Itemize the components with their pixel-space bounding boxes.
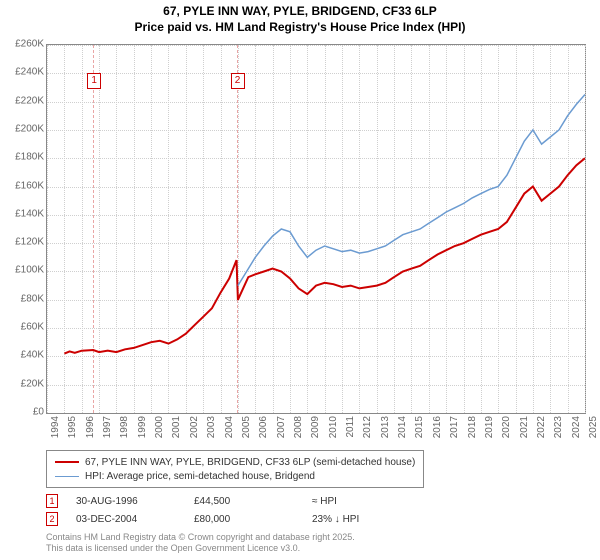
x-axis-tick-label: 2017 <box>449 416 460 438</box>
title-line1: 67, PYLE INN WAY, PYLE, BRIDGEND, CF33 6… <box>0 4 600 20</box>
x-axis-tick-label: 2006 <box>258 416 269 438</box>
chart-container: 67, PYLE INN WAY, PYLE, BRIDGEND, CF33 6… <box>0 0 600 560</box>
y-axis-tick-label: £0 <box>4 407 44 418</box>
x-axis-tick-label: 1997 <box>102 416 113 438</box>
x-axis-tick-label: 2004 <box>224 416 235 438</box>
x-axis-tick-label: 2010 <box>328 416 339 438</box>
marker-icon: 2 <box>46 512 58 526</box>
title-line2: Price paid vs. HM Land Registry's House … <box>0 20 600 36</box>
x-axis-tick-label: 2000 <box>154 416 165 438</box>
series-price_paid <box>64 158 585 353</box>
x-axis-tick-label: 2003 <box>206 416 217 438</box>
y-axis-tick-label: £160K <box>4 180 44 191</box>
x-axis-tick-label: 2008 <box>293 416 304 438</box>
x-axis-tick-label: 2016 <box>432 416 443 438</box>
x-axis-tick-label: 2001 <box>171 416 182 438</box>
title-block: 67, PYLE INN WAY, PYLE, BRIDGEND, CF33 6… <box>0 0 600 35</box>
x-axis-tick-label: 2013 <box>380 416 391 438</box>
x-axis-tick-label: 2011 <box>345 416 356 438</box>
series-svg <box>47 45 585 413</box>
transaction-delta: 23% ↓ HPI <box>312 514 412 525</box>
legend: 67, PYLE INN WAY, PYLE, BRIDGEND, CF33 6… <box>46 450 424 488</box>
x-axis-tick-label: 2002 <box>189 416 200 438</box>
x-axis-tick-label: 2014 <box>397 416 408 438</box>
x-axis-tick-label: 2025 <box>588 416 599 438</box>
transaction-price: £80,000 <box>194 514 294 525</box>
y-axis-tick-label: £200K <box>4 123 44 134</box>
legend-label: HPI: Average price, semi-detached house,… <box>85 471 315 482</box>
x-axis-tick-label: 2005 <box>241 416 252 438</box>
y-axis-tick-label: £220K <box>4 95 44 106</box>
x-axis-tick-label: 1994 <box>50 416 61 438</box>
x-axis-tick-label: 2020 <box>501 416 512 438</box>
y-axis-tick-label: £80K <box>4 293 44 304</box>
marker-icon: 1 <box>46 494 58 508</box>
x-axis-tick-label: 1996 <box>85 416 96 438</box>
attribution-line2: This data is licensed under the Open Gov… <box>46 543 355 554</box>
x-axis-tick-label: 1999 <box>137 416 148 438</box>
y-axis-tick-label: £240K <box>4 67 44 78</box>
attribution: Contains HM Land Registry data © Crown c… <box>46 532 355 554</box>
y-axis-tick-label: £140K <box>4 208 44 219</box>
transaction-rows: 1 30-AUG-1996 £44,500 ≈ HPI 2 03-DEC-200… <box>46 492 412 528</box>
transaction-price: £44,500 <box>194 496 294 507</box>
y-axis-tick-label: £20K <box>4 378 44 389</box>
x-axis-tick-label: 2009 <box>310 416 321 438</box>
transaction-row: 1 30-AUG-1996 £44,500 ≈ HPI <box>46 492 412 510</box>
x-axis-tick-label: 2015 <box>414 416 425 438</box>
x-axis-tick-label: 2022 <box>536 416 547 438</box>
x-axis-tick-label: 1995 <box>67 416 78 438</box>
y-axis-tick-label: £40K <box>4 350 44 361</box>
legend-row-price-paid: 67, PYLE INN WAY, PYLE, BRIDGEND, CF33 6… <box>55 455 415 469</box>
legend-row-hpi: HPI: Average price, semi-detached house,… <box>55 469 415 483</box>
series-hpi <box>238 95 585 286</box>
plot-area: 12 <box>46 44 586 414</box>
transaction-delta: ≈ HPI <box>312 496 412 507</box>
y-axis-tick-label: £100K <box>4 265 44 276</box>
x-axis-tick-label: 2024 <box>571 416 582 438</box>
transaction-date: 03-DEC-2004 <box>76 514 176 525</box>
x-axis-tick-label: 2023 <box>553 416 564 438</box>
y-axis-tick-label: £180K <box>4 152 44 163</box>
transaction-row: 2 03-DEC-2004 £80,000 23% ↓ HPI <box>46 510 412 528</box>
y-axis-tick-label: £260K <box>4 39 44 50</box>
x-axis-tick-label: 2019 <box>484 416 495 438</box>
x-axis-tick-label: 2021 <box>519 416 530 438</box>
legend-swatch <box>55 461 79 463</box>
attribution-line1: Contains HM Land Registry data © Crown c… <box>46 532 355 543</box>
x-axis-tick-label: 2007 <box>276 416 287 438</box>
legend-label: 67, PYLE INN WAY, PYLE, BRIDGEND, CF33 6… <box>85 457 415 468</box>
transaction-date: 30-AUG-1996 <box>76 496 176 507</box>
x-axis-tick-label: 2012 <box>362 416 373 438</box>
x-axis-tick-label: 2018 <box>467 416 478 438</box>
x-axis-tick-label: 1998 <box>119 416 130 438</box>
y-axis-tick-label: £60K <box>4 322 44 333</box>
legend-swatch <box>55 476 79 477</box>
y-axis-tick-label: £120K <box>4 237 44 248</box>
